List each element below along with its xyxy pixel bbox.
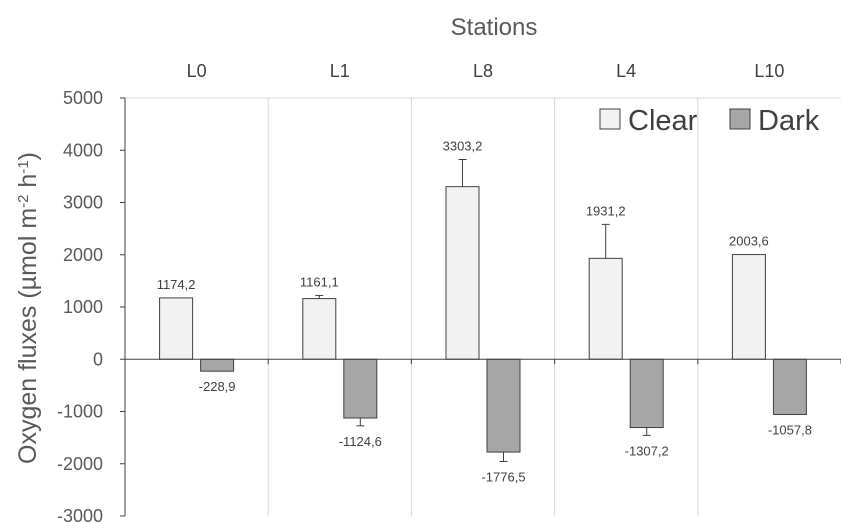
bar-clear-l1	[302, 298, 337, 360]
legend-label-dark: Dark	[758, 105, 820, 137]
data-label-dark-l0: -228,9	[199, 379, 236, 394]
data-label-dark-l1: -1124,6	[339, 434, 382, 449]
bar-dark-l0	[200, 358, 235, 372]
legend-swatch-dark	[729, 108, 751, 130]
grid-lines	[125, 97, 841, 516]
data-label-clear-l0: 1174,2	[157, 277, 196, 292]
y-tick-label-5: 0	[93, 349, 103, 369]
data-labels: 1174,2 1161,1 3303,2 1931,2 2003,6 -228,9 -112…	[157, 138, 812, 484]
y-axis-title-main: Oxygen fluxes (µmol m	[14, 208, 42, 464]
y-tick-label-8: -3000	[57, 506, 103, 522]
data-label-clear-l10: 2003,6	[729, 234, 769, 249]
category-label-l4: L4	[616, 61, 636, 81]
category-label-l1: L1	[330, 61, 350, 81]
bar-dark-l1	[343, 358, 378, 419]
data-label-clear-l4: 1931,2	[586, 203, 626, 218]
y-tick-label-2: 3000	[63, 193, 103, 213]
data-label-clear-l1: 1161,1	[300, 274, 339, 289]
y-tick-label-7: -2000	[57, 454, 103, 474]
error-bars	[315, 158, 651, 462]
legend: Clear Dark	[599, 105, 820, 137]
bar-dark-l10	[772, 358, 807, 416]
y-axis-title: Oxygen fluxes (µmol m-2 h-1)	[14, 152, 42, 464]
category-label-l10: L10	[754, 61, 784, 81]
legend-swatch-clear	[599, 108, 621, 130]
y-axis-title-sup1: -2	[15, 195, 32, 208]
y-tick-label-6: -1000	[57, 402, 103, 422]
bar-dark-l4	[629, 358, 664, 429]
y-tick-label-1: 4000	[63, 140, 103, 160]
category-label-l8: L8	[473, 61, 493, 81]
y-axis-title-sup2: -1	[15, 160, 32, 173]
bar-clear-l8	[445, 186, 480, 360]
axes	[120, 97, 841, 517]
data-label-dark-l4: -1307,2	[625, 443, 669, 458]
y-tick-labels: 5000 4000 3000 2000 1000 0 -1000 -2000 -3000	[57, 88, 103, 522]
data-label-dark-l10: -1057,8	[768, 423, 812, 438]
y-tick-label-0: 5000	[63, 88, 103, 108]
chart-title: Stations	[451, 14, 538, 41]
legend-label-clear: Clear	[628, 105, 698, 137]
data-label-dark-l8: -1776,5	[481, 469, 525, 484]
bar-clear-l4	[588, 257, 623, 360]
bar-clear-l10	[731, 254, 766, 360]
y-axis-title-end: )	[14, 152, 42, 160]
bar-clear-l0	[159, 297, 194, 360]
y-tick-label-4: 1000	[63, 297, 103, 317]
bar-dark-l8	[486, 358, 521, 453]
category-labels: L0 L1 L8 L4 L10	[187, 61, 785, 81]
data-label-clear-l8: 3303,2	[443, 138, 483, 153]
category-label-l0: L0	[187, 61, 207, 81]
y-axis-title-mid: h	[14, 174, 42, 195]
bars	[159, 186, 807, 453]
y-tick-label-3: 2000	[63, 245, 103, 265]
